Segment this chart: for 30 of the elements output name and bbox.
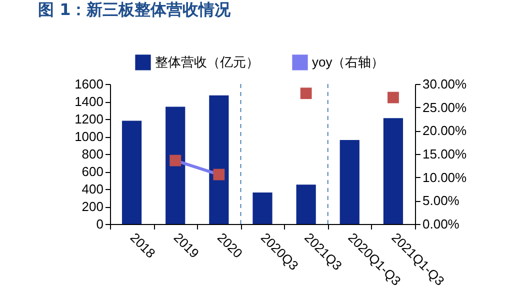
y2-tick-label: 20.00%: [422, 123, 468, 138]
y-tick-label: 800: [82, 146, 104, 162]
bar: [296, 184, 316, 224]
chart-title: 图 1：新三板整体营收情况: [38, 0, 232, 19]
y-tick-label: 1200: [74, 112, 104, 126]
point: [213, 168, 225, 180]
bar: [166, 106, 186, 224]
y-tick-label: 200: [82, 199, 104, 214]
bar: [340, 140, 360, 224]
y-tick-label: 0: [96, 216, 104, 232]
y2-tick-label: 25.00%: [422, 100, 468, 115]
bar: [383, 118, 404, 224]
y-tick-label: 1000: [74, 129, 104, 144]
y-tick-label: 1400: [74, 94, 104, 109]
legend-label: yoy（右轴）: [312, 54, 384, 70]
y2-tick-label: 10.00%: [422, 170, 468, 185]
bar: [209, 95, 229, 224]
y2-tick-label: 15.00%: [422, 146, 468, 162]
y-tick-label: 600: [82, 164, 104, 179]
point: [300, 88, 312, 100]
point: [170, 154, 182, 166]
legend-label: 整体营收（亿元）: [155, 54, 259, 70]
y2-tick-label: 30.00%: [422, 76, 468, 92]
bar: [252, 192, 272, 224]
y-tick-label: 400: [82, 182, 104, 196]
y-tick-label: 1600: [74, 76, 104, 92]
point: [388, 92, 399, 104]
bar: [122, 120, 142, 224]
y2-tick-label: 0.00%: [422, 216, 460, 232]
y2-tick-label: 5.00%: [422, 193, 460, 208]
